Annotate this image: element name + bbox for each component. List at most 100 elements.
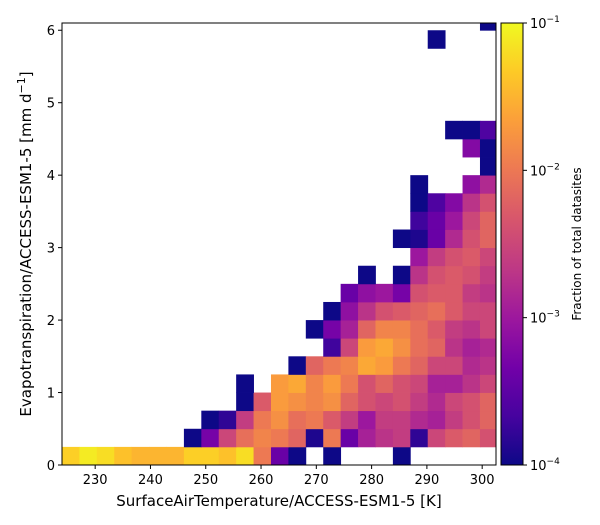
heatmap-cell <box>445 301 463 321</box>
heatmap-cell <box>479 356 497 375</box>
heatmap-cell <box>462 138 481 158</box>
heatmap-cell <box>375 356 394 375</box>
heatmap-cell <box>183 428 202 448</box>
colorbar-tick-label: 10−2 <box>530 162 560 179</box>
heatmap-cell <box>96 446 115 466</box>
heatmap-cell <box>462 374 481 393</box>
heatmap-cell <box>218 410 237 430</box>
heatmap-cell <box>358 320 376 339</box>
heatmap-cell <box>462 211 481 230</box>
heatmap-cell <box>479 320 497 339</box>
heatmap-cell <box>410 410 429 430</box>
heatmap-cell <box>427 211 446 230</box>
heatmap-cell <box>410 320 429 339</box>
heatmap-cell <box>479 410 497 430</box>
y-tick-label: 6 <box>47 24 55 39</box>
heatmap-cell <box>305 410 324 430</box>
colorbar <box>500 22 524 466</box>
x-tick-label: 250 <box>193 473 218 488</box>
heatmap-cell <box>445 356 463 375</box>
heatmap-cell <box>462 320 481 339</box>
heatmap-cell <box>305 320 324 339</box>
heatmap-cell <box>305 374 324 393</box>
heatmap-cell <box>479 229 497 249</box>
heatmap-cell <box>270 446 289 466</box>
heatmap-cell <box>479 211 497 230</box>
heatmap-cell <box>479 247 497 267</box>
heatmap-cell <box>253 410 272 430</box>
heatmap-cell <box>253 392 272 412</box>
y-tick-label: 1 <box>47 387 55 402</box>
heatmap-cell <box>427 374 446 393</box>
x-tick-label: 290 <box>414 473 439 488</box>
heatmap-cell <box>462 229 481 249</box>
heatmap-cell <box>427 247 446 267</box>
heatmap-cell <box>410 392 429 412</box>
heatmap-cells <box>62 23 497 466</box>
colorbar-label: Fraction of total datasites <box>570 167 584 320</box>
heatmap-cell <box>427 283 446 303</box>
heatmap-cell <box>410 356 429 375</box>
heatmap-cell <box>410 374 429 393</box>
heatmap-cell <box>375 320 394 339</box>
heatmap-cell <box>340 356 359 375</box>
heatmap-cell <box>340 374 359 393</box>
heatmap-cell <box>392 374 411 393</box>
heatmap-cell <box>392 265 411 285</box>
heatmap-cell <box>323 410 342 430</box>
heatmap-cell <box>445 193 463 212</box>
heatmap-cell <box>462 193 481 212</box>
heatmap-cell <box>410 175 429 194</box>
heatmap-cell <box>462 283 481 303</box>
heatmap-cell <box>479 338 497 357</box>
y-axis-label-close: ] <box>17 71 35 77</box>
heatmap-cell <box>410 247 429 267</box>
x-tick-label: 260 <box>249 473 274 488</box>
heatmap-cell <box>288 356 307 375</box>
heatmap-cell <box>79 446 98 466</box>
heatmap-cell <box>358 392 376 412</box>
colorbar-tick-label: 10−4 <box>530 457 560 474</box>
heatmap-cell <box>323 301 342 321</box>
heatmap-cell <box>253 428 272 448</box>
heatmap-cell <box>410 211 429 230</box>
heatmap-cell <box>340 392 359 412</box>
heatmap-cell <box>358 301 376 321</box>
heatmap-cell <box>288 392 307 412</box>
heatmap-cell <box>462 428 481 448</box>
heatmap-cell <box>427 392 446 412</box>
heatmap-cell <box>479 374 497 393</box>
heatmap-cell <box>392 428 411 448</box>
heatmap-cell <box>340 283 359 303</box>
heatmap-cell <box>166 446 185 466</box>
heatmap-cell <box>410 193 429 212</box>
heatmap-cell <box>375 392 394 412</box>
colorbar-tick-label: 10−1 <box>530 15 560 32</box>
y-tick-label: 4 <box>47 169 55 184</box>
heatmap-cell <box>392 338 411 357</box>
heatmap-cell <box>427 320 446 339</box>
heatmap-cell <box>305 392 324 412</box>
heatmap-cell <box>410 301 429 321</box>
heatmap-cell <box>445 320 463 339</box>
heatmap-cell <box>479 301 497 321</box>
heatmap-cell <box>340 338 359 357</box>
heatmap-cell <box>131 446 150 466</box>
heatmap-cell <box>462 120 481 140</box>
heatmap-cell <box>410 338 429 357</box>
heatmap-cell <box>305 356 324 375</box>
y-axis-ticks: 0 1 2 3 4 5 6 <box>47 24 62 474</box>
heatmap-cell <box>445 120 463 140</box>
heatmap-cell <box>392 356 411 375</box>
y-tick-label: 5 <box>47 97 55 112</box>
heatmap-cell <box>323 374 342 393</box>
colorbar-ticks: 10−1 10−2 10−3 10−4 <box>523 15 560 474</box>
heatmap-cell <box>270 374 289 393</box>
heatmap-cell <box>410 283 429 303</box>
heatmap-cell <box>201 428 220 448</box>
heatmap-cell <box>340 301 359 321</box>
heatmap-cell <box>358 265 376 285</box>
heatmap-cell <box>445 410 463 430</box>
heatmap-cell <box>358 338 376 357</box>
heatmap-cell <box>445 392 463 412</box>
